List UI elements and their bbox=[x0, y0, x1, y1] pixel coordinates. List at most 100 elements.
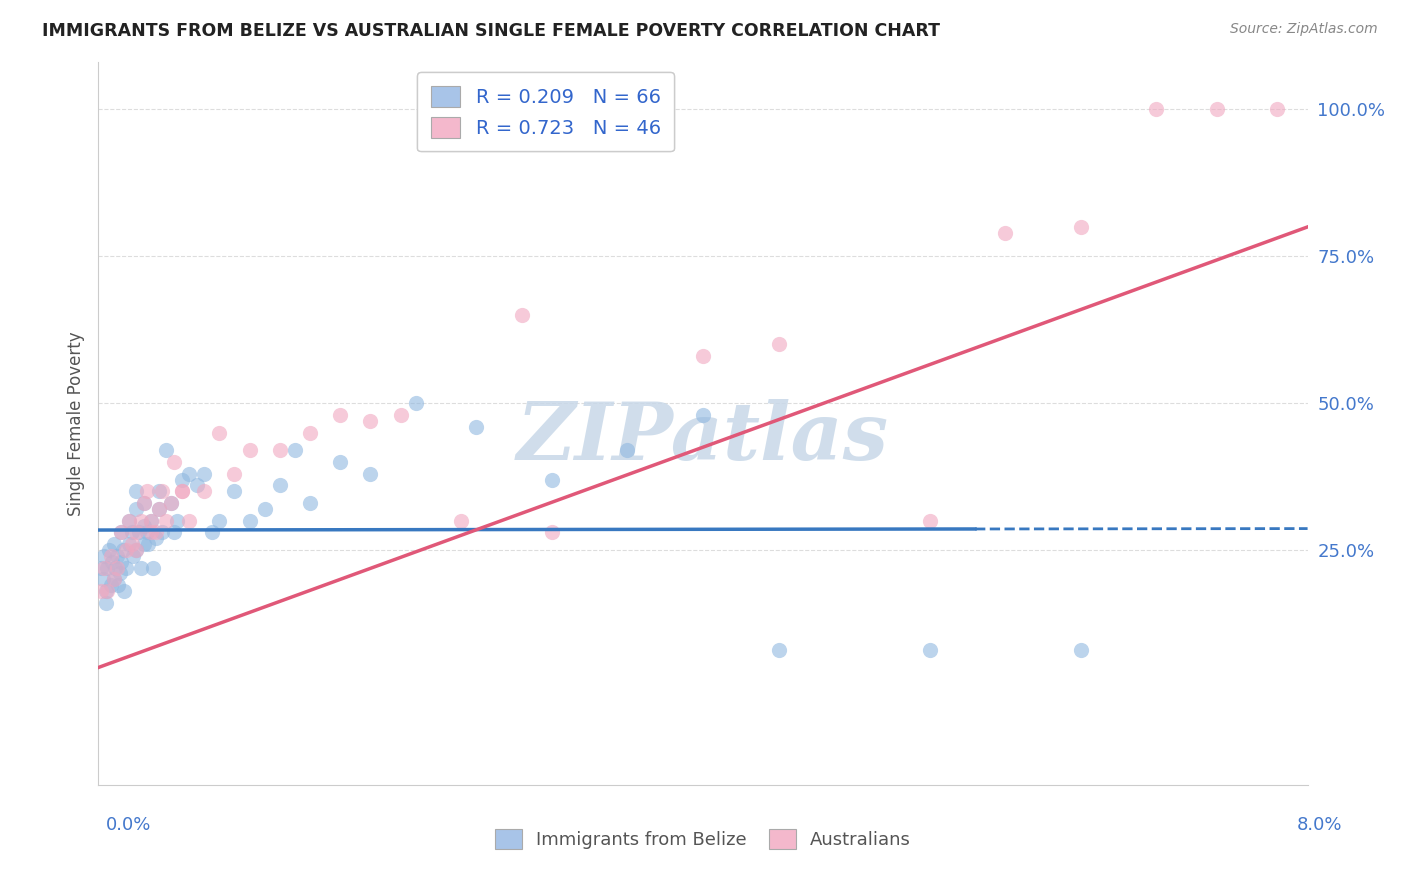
Point bbox=[148, 501, 170, 516]
Point bbox=[141, 525, 163, 540]
Point bbox=[450, 514, 472, 528]
Point bbox=[145, 531, 167, 545]
Text: 0.0%: 0.0% bbox=[105, 816, 150, 834]
Point bbox=[96, 584, 118, 599]
Point bbox=[768, 643, 790, 657]
Point bbox=[122, 549, 145, 563]
Point bbox=[125, 525, 148, 540]
Point bbox=[136, 537, 159, 551]
Point bbox=[299, 496, 322, 510]
Point bbox=[1070, 219, 1092, 234]
Point bbox=[110, 525, 132, 540]
Point bbox=[155, 443, 177, 458]
Point bbox=[121, 525, 143, 540]
Point bbox=[100, 578, 122, 592]
Point bbox=[111, 543, 134, 558]
Point bbox=[201, 525, 224, 540]
Point bbox=[93, 549, 115, 563]
Point bbox=[994, 226, 1017, 240]
Point bbox=[179, 467, 201, 481]
Point bbox=[692, 408, 714, 422]
Point bbox=[129, 560, 152, 574]
Point bbox=[118, 537, 141, 551]
Point bbox=[186, 478, 208, 492]
Point bbox=[692, 349, 714, 363]
Point bbox=[125, 543, 148, 558]
Point bbox=[224, 467, 246, 481]
Point bbox=[104, 560, 127, 574]
Point bbox=[96, 560, 118, 574]
Point bbox=[239, 514, 262, 528]
Point bbox=[155, 514, 177, 528]
Point bbox=[141, 514, 163, 528]
Point bbox=[132, 519, 155, 533]
Point bbox=[299, 425, 322, 440]
Point bbox=[360, 467, 382, 481]
Point bbox=[142, 560, 165, 574]
Point bbox=[465, 419, 488, 434]
Point bbox=[128, 525, 150, 540]
Point bbox=[1206, 103, 1229, 117]
Point bbox=[103, 573, 125, 587]
Point bbox=[360, 414, 382, 428]
Point bbox=[170, 473, 193, 487]
Point bbox=[170, 484, 193, 499]
Point bbox=[269, 478, 291, 492]
Point bbox=[98, 543, 121, 558]
Point bbox=[193, 484, 215, 499]
Point bbox=[114, 543, 136, 558]
Point bbox=[93, 560, 115, 574]
Point bbox=[100, 549, 122, 563]
Point bbox=[510, 308, 533, 322]
Point bbox=[125, 484, 148, 499]
Point bbox=[141, 514, 163, 528]
Text: ZIPatlas: ZIPatlas bbox=[517, 400, 889, 477]
Point bbox=[118, 514, 141, 528]
Text: 8.0%: 8.0% bbox=[1298, 816, 1343, 834]
Point bbox=[616, 443, 638, 458]
Point bbox=[253, 501, 276, 516]
Point bbox=[208, 514, 231, 528]
Point bbox=[108, 566, 131, 581]
Point bbox=[101, 555, 124, 569]
Point bbox=[389, 408, 412, 422]
Point bbox=[90, 584, 112, 599]
Point bbox=[148, 501, 170, 516]
Point bbox=[170, 484, 193, 499]
Text: Source: ZipAtlas.com: Source: ZipAtlas.com bbox=[1230, 22, 1378, 37]
Point bbox=[105, 560, 128, 574]
Point bbox=[103, 537, 125, 551]
Point bbox=[1146, 103, 1168, 117]
Point bbox=[94, 596, 117, 610]
Point bbox=[125, 501, 148, 516]
Point bbox=[329, 455, 352, 469]
Point bbox=[208, 425, 231, 440]
Point bbox=[90, 560, 112, 574]
Point bbox=[125, 543, 148, 558]
Legend: Immigrants from Belize, Australians: Immigrants from Belize, Australians bbox=[488, 822, 918, 856]
Point bbox=[163, 455, 186, 469]
Point bbox=[110, 555, 132, 569]
Point bbox=[148, 484, 170, 499]
Point bbox=[105, 549, 128, 563]
Point bbox=[114, 560, 136, 574]
Point bbox=[540, 525, 562, 540]
Point bbox=[150, 525, 173, 540]
Point bbox=[94, 584, 117, 599]
Point bbox=[768, 337, 790, 351]
Point bbox=[1267, 103, 1289, 117]
Point bbox=[107, 578, 129, 592]
Point bbox=[540, 473, 562, 487]
Point bbox=[132, 537, 155, 551]
Point bbox=[269, 443, 291, 458]
Point bbox=[150, 484, 173, 499]
Point bbox=[160, 496, 183, 510]
Point bbox=[135, 484, 157, 499]
Point bbox=[284, 443, 307, 458]
Point bbox=[193, 467, 215, 481]
Point bbox=[179, 514, 201, 528]
Y-axis label: Single Female Poverty: Single Female Poverty bbox=[66, 332, 84, 516]
Point bbox=[132, 496, 155, 510]
Point bbox=[918, 643, 941, 657]
Point bbox=[135, 525, 157, 540]
